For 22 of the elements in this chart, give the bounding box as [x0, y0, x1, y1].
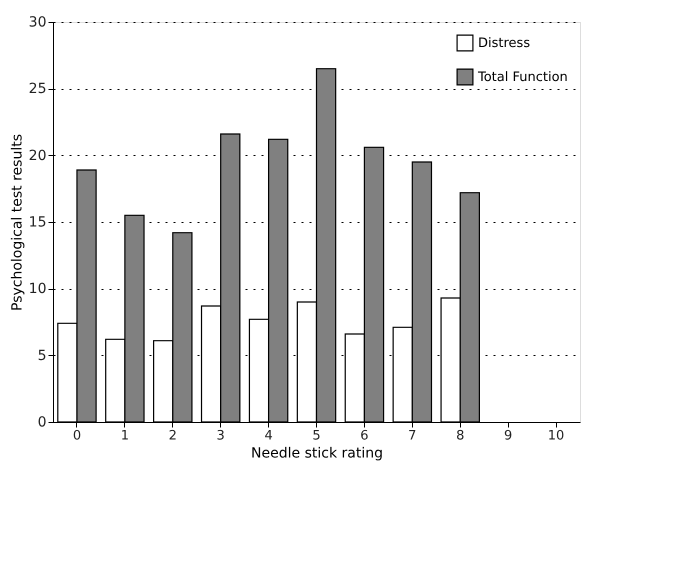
legend-label: Total Function — [477, 70, 568, 85]
x-tick-label: 3 — [216, 428, 225, 444]
x-axis-title: Needle stick rating — [251, 446, 383, 462]
x-tick-label: 1 — [120, 428, 130, 444]
x-tick-label: 6 — [360, 428, 369, 444]
x-tick-label: 8 — [456, 428, 464, 444]
y-tick-label: 5 — [38, 348, 46, 364]
x-tick-label: 0 — [72, 428, 82, 444]
legend-label: Distress — [478, 36, 530, 51]
y-tick-label: 20 — [28, 148, 46, 164]
x-tick-label: 2 — [168, 428, 177, 444]
x-tick-label: 4 — [264, 428, 273, 444]
y-tick-label: 25 — [28, 81, 46, 98]
y-tick-label: 15 — [28, 214, 46, 230]
y-tick-label: 30 — [28, 14, 46, 30]
x-tick-label: 10 — [548, 428, 564, 444]
y-tick-label: 0 — [38, 414, 46, 430]
x-tick-label: 5 — [312, 428, 321, 444]
y-tick-label: 10 — [28, 281, 46, 298]
x-tick-label: 9 — [504, 428, 512, 444]
y-axis-title: Psychological test results — [10, 134, 26, 311]
x-tick-label: 7 — [408, 428, 416, 444]
